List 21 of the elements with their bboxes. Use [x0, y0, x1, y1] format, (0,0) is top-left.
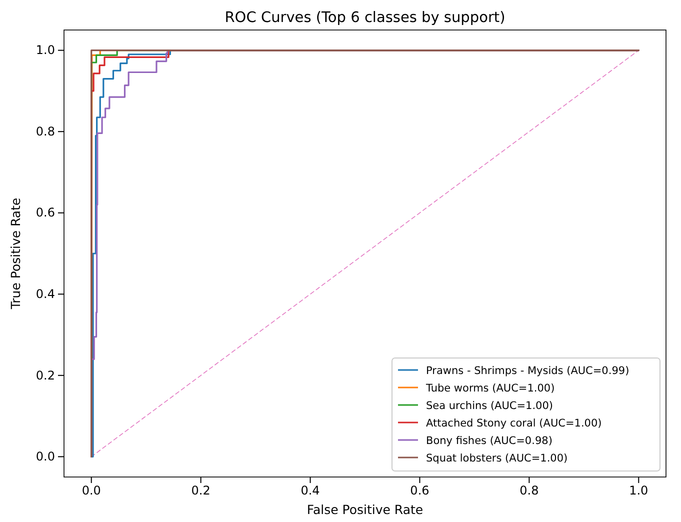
y-tick-label: 0.0: [36, 450, 55, 464]
legend-label: Attached Stony coral (AUC=1.00): [426, 418, 602, 430]
legend-label: Bony fishes (AUC=0.98): [426, 435, 552, 447]
legend-label: Prawns - Shrimps - Mysids (AUC=0.99): [426, 365, 630, 377]
legend-label: Tube worms (AUC=1.00): [425, 382, 555, 394]
y-tick-label: 0.8: [36, 124, 55, 138]
x-tick-label: 0.8: [520, 484, 539, 498]
legend-label: Squat lobsters (AUC=1.00): [426, 452, 568, 464]
x-tick-label: 0.6: [410, 484, 430, 498]
x-tick-label: 0.0: [82, 484, 101, 498]
y-tick-label: 0.2: [36, 368, 55, 382]
y-tick-label: 1.0: [36, 43, 55, 58]
chart-title: ROC Curves (Top 6 classes by support): [224, 10, 506, 26]
y-tick-label: 0.4: [36, 286, 55, 301]
x-tick-label: 0.2: [191, 484, 210, 498]
y-axis-title: True Positive Rate: [8, 198, 23, 310]
legend-label: Sea urchins (AUC=1.00): [426, 400, 554, 412]
x-axis-title: False Positive Rate: [306, 502, 424, 517]
x-tick-label: 1.0: [629, 484, 648, 498]
y-tick-label: 0.6: [36, 206, 55, 220]
x-tick-label: 0.4: [300, 484, 320, 498]
